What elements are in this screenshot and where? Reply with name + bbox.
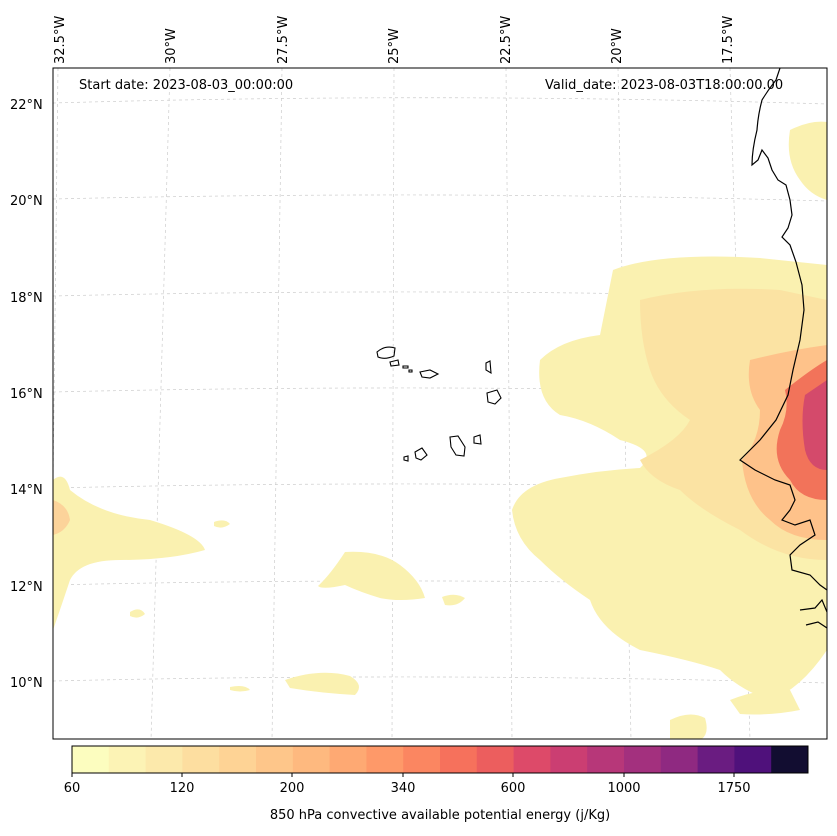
cape-verde-islands — [376, 346, 502, 462]
colorbar-segment — [697, 746, 735, 773]
cape-area-west — [53, 476, 205, 630]
colorbar-label: 850 hPa convective available potential e… — [269, 808, 611, 823]
colorbar-segment — [771, 746, 809, 773]
lat-label: 10°N — [10, 676, 43, 691]
colorbar-segment — [476, 746, 515, 773]
colorbar-segment — [329, 746, 367, 773]
colorbar-segment — [624, 746, 662, 773]
colorbar-tick-label: 120 — [169, 781, 195, 796]
colorbar-tick-label: 600 — [500, 781, 526, 796]
cape-area-small-3 — [230, 686, 250, 692]
lat-label: 20°N — [10, 194, 43, 209]
cape-area-southeast — [730, 689, 800, 715]
lat-label: 12°N — [10, 580, 43, 595]
lon-label: 17.5°W — [721, 15, 736, 64]
lon-label: 25°W — [387, 28, 402, 64]
colorbar-segment — [219, 746, 257, 773]
colorbar-segment — [587, 746, 625, 773]
colorbar-segment — [734, 746, 772, 773]
colorbar-segment — [145, 746, 183, 773]
colorbar-segment — [660, 746, 699, 773]
map-frame — [52, 67, 828, 740]
coastline — [739, 68, 827, 629]
colorbar-segment — [403, 746, 441, 773]
colorbar-segment — [513, 746, 551, 773]
cape-area-small-5 — [214, 520, 230, 528]
colorbar-segment — [440, 746, 478, 773]
cape-field — [53, 121, 827, 739]
lat-label: 22°N — [10, 98, 43, 113]
colorbar-segment — [182, 746, 220, 773]
lon-label: 27.5°W — [276, 15, 291, 64]
colorbar-tick-label: 340 — [390, 781, 416, 796]
cape-area-small-2 — [285, 672, 359, 695]
valid-date-text: Valid_date: 2023-08-03T18:00:00.00 — [545, 78, 784, 93]
colorbar-segment — [256, 746, 294, 773]
colorbar-tick-label: 60 — [63, 781, 81, 796]
cape-area-small-1 — [442, 594, 465, 606]
colorbar-segment — [550, 746, 588, 773]
colorbar-border — [71, 745, 809, 774]
colorbar — [71, 745, 809, 777]
lon-label: 30°W — [164, 28, 179, 64]
cape-area-east-core — [802, 380, 827, 470]
colorbar-tick-label: 1000 — [607, 781, 641, 796]
colorbar-segment — [108, 746, 147, 773]
lon-label: 32.5°W — [53, 15, 68, 64]
lon-label: 22.5°W — [499, 15, 514, 64]
cape-area-north — [788, 121, 827, 200]
colorbar-segment — [72, 746, 110, 773]
colorbar-tick-label: 1750 — [717, 781, 751, 796]
colorbar-tick-label: 200 — [279, 781, 305, 796]
cape-area-central — [318, 551, 425, 600]
lat-label: 16°N — [10, 387, 43, 402]
colorbar-segment — [292, 746, 331, 773]
cape-area-small-4 — [130, 609, 145, 618]
lon-label: 20°W — [610, 28, 625, 64]
colorbar-segment — [366, 746, 404, 773]
cape-area-west-core — [53, 500, 70, 535]
lat-label: 14°N — [10, 483, 43, 498]
lat-label: 18°N — [10, 291, 43, 306]
start-date-text: Start date: 2023-08-03_00:00:00 — [79, 78, 294, 93]
cape-area-south — [670, 714, 707, 739]
